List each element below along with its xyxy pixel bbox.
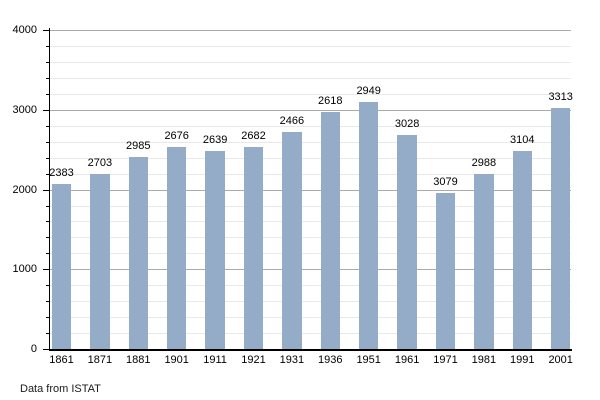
gridline-minor <box>50 221 571 223</box>
y-tick-minor <box>46 125 50 127</box>
gridline-minor <box>50 285 571 287</box>
y-tick-label: 3000 <box>12 103 37 116</box>
y-tick-major <box>43 349 50 350</box>
y-tick-label: 1000 <box>12 263 37 276</box>
gridline-minor <box>50 317 571 319</box>
gridline-minor <box>50 301 571 303</box>
bar-1991 <box>512 151 533 350</box>
gridline-minor <box>50 253 571 255</box>
y-tick-minor <box>46 285 50 287</box>
y-tick-minor <box>46 78 50 80</box>
x-tick-label: 1881 <box>126 354 151 366</box>
bar-1981 <box>474 174 494 350</box>
gridline-minor <box>50 205 571 207</box>
bar-value-label: 3079 <box>433 175 458 188</box>
gridline-minor <box>50 173 571 175</box>
x-tick-label: 1971 <box>433 354 458 366</box>
x-tick-label: 1961 <box>394 354 420 366</box>
bar-1881 <box>128 157 149 350</box>
bar-value-label: 2676 <box>164 129 189 142</box>
gridline-minor <box>50 46 571 48</box>
bar-1921 <box>243 146 264 350</box>
bar-value-label: 3028 <box>394 118 420 131</box>
x-tick-label: 1921 <box>241 354 266 366</box>
bar-value-label: 2949 <box>356 85 381 98</box>
y-tick-major <box>43 30 50 32</box>
bar-1901 <box>166 146 187 350</box>
x-tick-label: 1981 <box>471 354 497 366</box>
y-tick-major <box>43 189 50 191</box>
bar-1911 <box>205 151 225 350</box>
y-tick-major <box>43 109 50 111</box>
gridline-minor <box>50 237 571 239</box>
y-tick-minor <box>46 157 50 159</box>
gridline-minor <box>50 125 571 127</box>
bar-value-label: 3313 <box>548 91 573 104</box>
y-tick-label: 4000 <box>12 24 37 37</box>
gridline-major <box>50 189 571 191</box>
gridline-minor <box>50 93 571 95</box>
bar-value-label: 2383 <box>49 166 74 179</box>
bar-value-label: 2466 <box>279 114 305 127</box>
gridline-major <box>50 30 571 32</box>
gridline-minor <box>50 141 571 143</box>
x-tick-label: 1951 <box>356 354 381 366</box>
y-tick-minor <box>46 62 50 64</box>
y-tick-minor <box>46 333 50 335</box>
bar-2001 <box>550 108 571 350</box>
y-tick-label: 2000 <box>12 183 37 196</box>
gridline-minor <box>50 333 571 335</box>
y-tick-minor <box>46 93 50 95</box>
x-tick-label: 1861 <box>49 354 74 366</box>
gridline-minor <box>50 62 571 64</box>
bar-value-label: 3104 <box>510 134 535 147</box>
gridline-major <box>50 269 571 271</box>
bar-1871 <box>90 173 110 350</box>
bar-value-label: 2985 <box>126 140 151 153</box>
x-tick-label: 1931 <box>279 354 305 366</box>
bar-value-label: 2682 <box>241 129 266 142</box>
y-tick-label: 0 <box>30 343 37 355</box>
source-note: Data from ISTAT <box>20 383 101 395</box>
x-tick-label: 1901 <box>164 354 189 366</box>
bar-1931 <box>282 131 302 350</box>
y-tick-minor <box>46 253 50 255</box>
y-tick-minor <box>46 141 50 143</box>
x-tick-label: 1871 <box>87 354 113 366</box>
x-tick-label: 1936 <box>318 354 343 366</box>
y-tick-minor <box>46 317 50 319</box>
y-tick-minor <box>46 173 50 175</box>
bar-1951 <box>358 102 379 350</box>
y-tick-minor <box>46 301 50 303</box>
bar-1936 <box>320 112 341 350</box>
y-axis-line <box>48 28 50 351</box>
y-tick-minor <box>46 205 50 207</box>
x-axis-line <box>48 349 572 351</box>
y-tick-major <box>43 269 50 271</box>
gridline-major <box>50 109 571 111</box>
bar-value-label: 2988 <box>471 157 497 170</box>
x-tick-label: 1911 <box>203 354 227 366</box>
bar-value-label: 2703 <box>87 156 113 169</box>
y-tick-minor <box>46 46 50 48</box>
gridline-minor <box>50 157 571 159</box>
x-tick-label: 1991 <box>510 354 535 366</box>
y-tick-minor <box>46 237 50 239</box>
bar-value-label: 2618 <box>318 95 343 108</box>
bar-1861 <box>51 183 72 350</box>
bar-value-label: 2639 <box>202 134 228 147</box>
bar-1971 <box>435 192 456 350</box>
gridline-minor <box>50 78 571 80</box>
x-tick-label: 2001 <box>548 354 573 366</box>
y-tick-minor <box>46 221 50 223</box>
bar-1961 <box>397 135 417 350</box>
